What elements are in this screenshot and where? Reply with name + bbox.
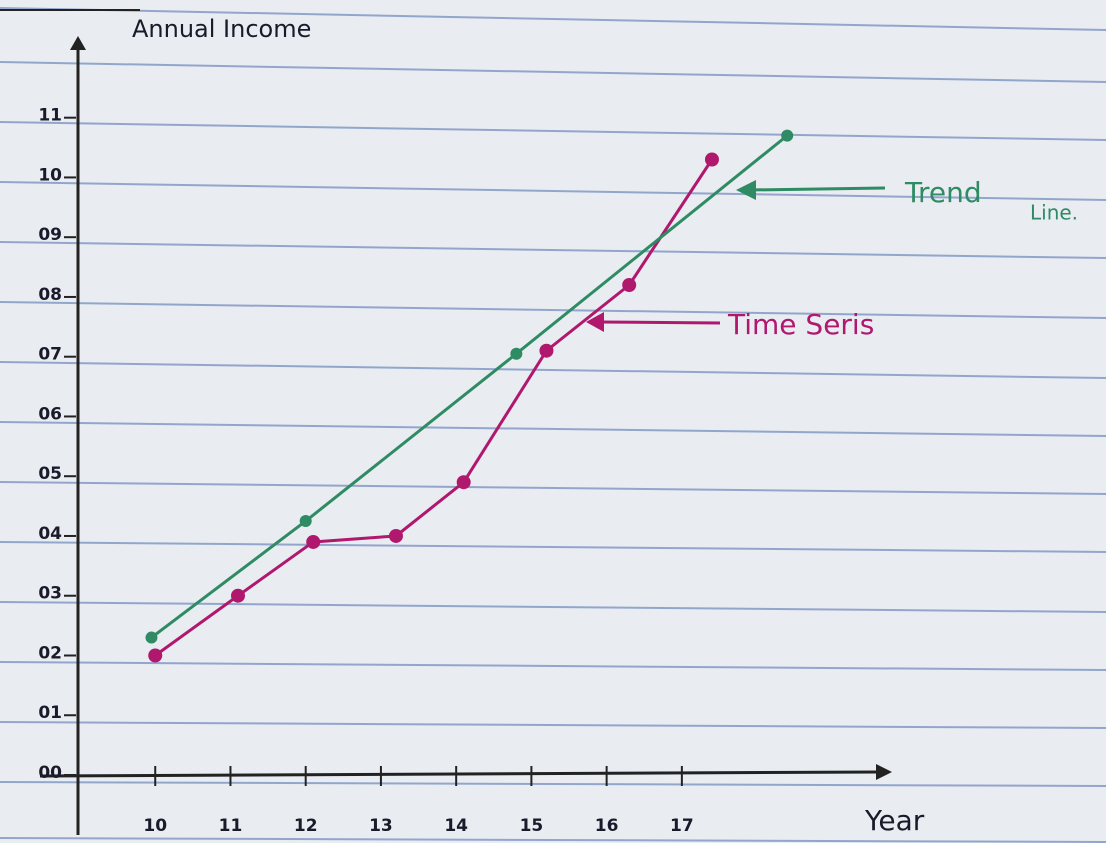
trend-annotation: Trend	[904, 176, 982, 209]
point	[622, 278, 636, 292]
series-line	[151, 136, 787, 638]
y-tick-label: 05	[38, 464, 62, 484]
point	[705, 153, 719, 167]
x-tick-label: 12	[294, 816, 318, 836]
x-tick-label: 17	[670, 816, 694, 836]
point	[231, 589, 245, 603]
point	[389, 529, 403, 543]
y-tick-label: 11	[38, 106, 62, 126]
y-tick-label: 06	[38, 404, 62, 424]
y-tick-label: 10	[38, 165, 62, 185]
point	[457, 475, 471, 489]
series-annotation: Time Seris	[727, 308, 874, 341]
point	[145, 632, 157, 644]
y-tick-label: 02	[38, 643, 62, 663]
series-pointer	[600, 322, 720, 323]
point	[306, 535, 320, 549]
y-axis-label: Annual Income	[132, 15, 311, 43]
x-tick-label: 16	[595, 816, 619, 836]
point	[510, 348, 522, 360]
series-pointer-head	[586, 312, 604, 332]
series-line	[155, 160, 712, 656]
trend-pointer-head	[736, 180, 756, 200]
x-tick-label: 15	[520, 816, 544, 836]
notebook-lines	[0, 8, 1106, 842]
y-tick-label: 04	[38, 524, 62, 544]
x-axis-label: Year	[864, 804, 925, 837]
y-tick-label: 07	[38, 345, 62, 365]
x-tick-label: 13	[369, 816, 393, 836]
y-tick-label: 01	[38, 703, 62, 723]
y-tick-label: 08	[38, 285, 62, 305]
trend-pointer	[750, 188, 885, 190]
x-axis	[40, 772, 880, 776]
x-tick-label: 14	[444, 816, 468, 836]
x-tick-label: 11	[219, 816, 243, 836]
y-tick-label: 03	[38, 584, 62, 604]
point	[300, 515, 312, 527]
y-tick-label: 00	[38, 763, 62, 783]
point	[148, 648, 162, 662]
y-tick-label: 09	[38, 225, 62, 245]
y-axis-arrow	[70, 36, 86, 50]
x-tick-label: 10	[143, 816, 167, 836]
point	[539, 344, 553, 358]
chart: Annual Income Year Trend Line. Time Seri…	[0, 0, 1106, 843]
x-axis-arrow	[876, 764, 892, 780]
trend-annotation-2: Line.	[1030, 201, 1078, 225]
point	[781, 130, 793, 142]
